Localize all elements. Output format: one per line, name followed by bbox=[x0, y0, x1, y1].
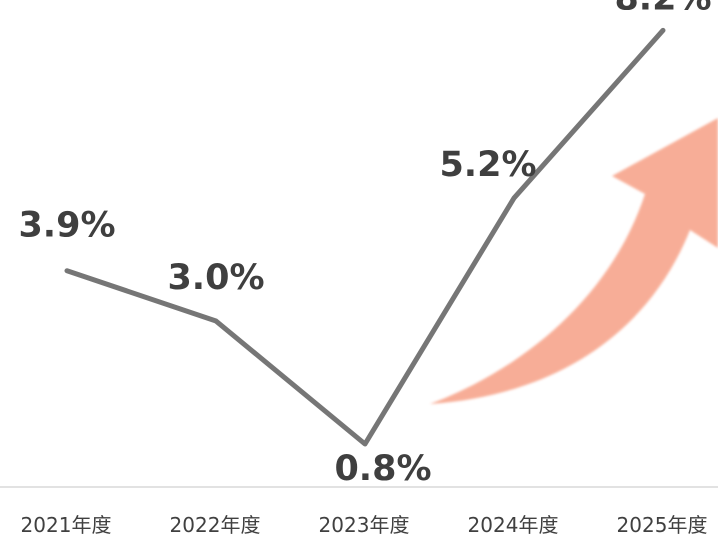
x-tick-label-3: 2023年度 bbox=[319, 513, 410, 536]
x-tick-label-1: 2021年度 bbox=[21, 513, 112, 536]
trend-arrow-icon bbox=[430, 118, 718, 404]
data-label-3: 0.8% bbox=[334, 449, 431, 489]
series-line bbox=[64, 27, 666, 447]
data-label-5: 8.2% bbox=[614, 0, 711, 18]
data-label-2: 3.0% bbox=[167, 258, 264, 298]
x-tick-label-5: 2025年度 bbox=[617, 513, 708, 536]
data-label-4: 5.2% bbox=[439, 145, 536, 185]
x-tick-label-2: 2022年度 bbox=[170, 513, 261, 536]
data-label-1: 3.9% bbox=[18, 206, 115, 246]
x-tick-label-4: 2024年度 bbox=[468, 513, 559, 536]
